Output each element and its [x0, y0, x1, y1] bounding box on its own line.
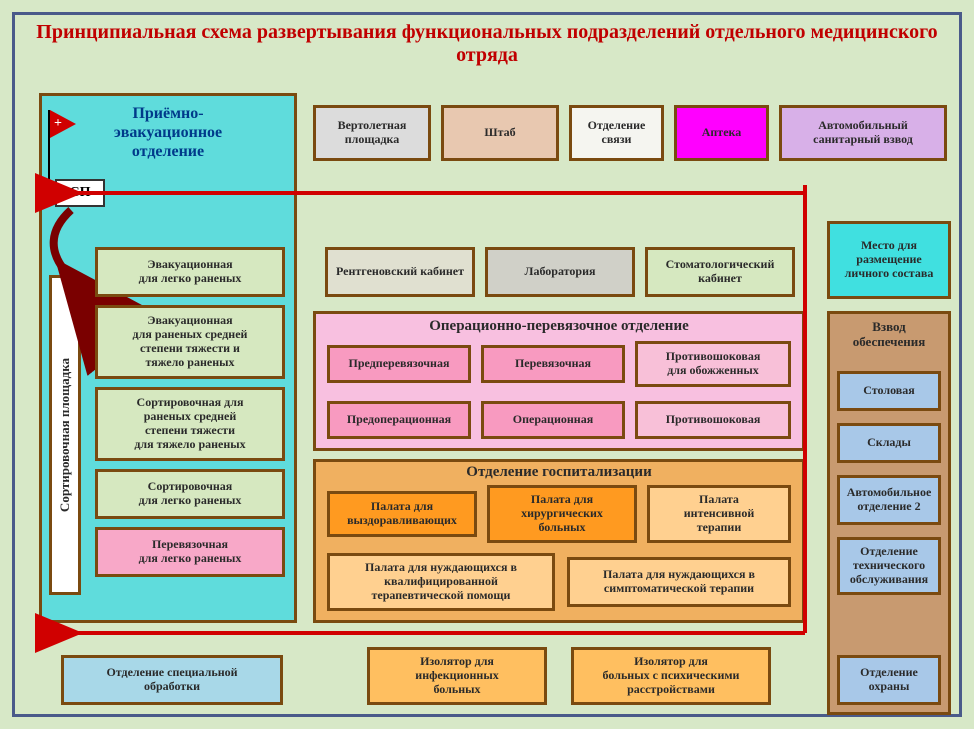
- block-oper-label: Операционная: [513, 413, 593, 427]
- block-sklady: Склады: [837, 423, 941, 463]
- block-stomat: Стоматологический кабинет: [645, 247, 795, 297]
- block-svyaz: Отделение связи: [569, 105, 664, 161]
- block-vertolet: Вертолетная площадка: [313, 105, 431, 161]
- block-avto2: Автомобильное отделение 2: [837, 475, 941, 525]
- block-stolovaya-label: Столовая: [863, 384, 915, 398]
- block-predperev-label: Предперевязочная: [349, 357, 450, 371]
- block-spec-obr-label: Отделение специальной обработки: [106, 666, 237, 694]
- block-izol-psih-label: Изолятор для больных с психическими расс…: [603, 655, 740, 696]
- block-rentgen-label: Рентгеновский кабинет: [336, 265, 464, 279]
- block-apteka: Аптека: [674, 105, 769, 161]
- block-izol-psih: Изолятор для больных с психическими расс…: [571, 647, 771, 705]
- block-perev-legko-label: Перевязочная для легко раненых: [139, 538, 242, 566]
- gospital-title: Отделение госпитализации: [320, 464, 798, 481]
- block-sanvzvod: Автомобильный санитарный взвод: [779, 105, 947, 161]
- block-rentgen: Рентгеновский кабинет: [325, 247, 475, 297]
- block-predoper: Предоперационная: [327, 401, 471, 439]
- block-priemno-title: Приёмно- эвакуационное отделение: [46, 104, 290, 162]
- block-pal-hir: Палата для хирургических больных: [487, 485, 637, 543]
- block-predperev: Предперевязочная: [327, 345, 471, 383]
- block-stolovaya: Столовая: [837, 371, 941, 411]
- mesto-label: Место для размещение личного состава: [845, 239, 934, 280]
- block-evak-legko: Эвакуационная для легко раненых: [95, 247, 285, 297]
- block-shock-label: Противошоковая: [666, 413, 761, 427]
- block-shock-burn-label: Противошоковая для обожженных: [666, 350, 761, 378]
- block-sklady-label: Склады: [867, 436, 911, 450]
- block-shtab: Штаб: [441, 105, 559, 161]
- block-sort-sred-label: Сортировочная для раненых средней степен…: [134, 396, 245, 451]
- block-pal-sympt-label: Палата для нуждающихся в симптоматическо…: [603, 568, 755, 596]
- block-tech-label: Отделение технического обслуживания: [844, 545, 934, 586]
- block-svyaz-label: Отделение связи: [576, 119, 657, 147]
- block-avto2-label: Автомобильное отделение 2: [844, 486, 934, 514]
- sort-area-label: Сортировочная площадка: [58, 358, 73, 512]
- operblock-title: Операционно-перевязочное отделение: [320, 318, 798, 335]
- vzvod-title: Взвод обеспечения: [834, 320, 944, 350]
- block-predoper-label: Предоперационная: [347, 413, 451, 427]
- diagram-canvas: Принципиальная схема развертывания функц…: [12, 12, 962, 717]
- block-evak-sred: Эвакуационная для раненых средней степен…: [95, 305, 285, 379]
- block-evak-sred-label: Эвакуационная для раненых средней степен…: [133, 314, 248, 369]
- flag-plus-icon: +: [54, 116, 62, 132]
- block-perev: Перевязочная: [481, 345, 625, 383]
- sp-box: СП: [55, 179, 105, 207]
- block-apteka-label: Аптека: [702, 126, 742, 140]
- sp-label: СП: [70, 185, 91, 201]
- block-mesto: Место для размещение личного состава: [827, 221, 951, 299]
- block-sort-area: Сортировочная площадка: [49, 275, 81, 595]
- block-izol-inf-label: Изолятор для инфекционных больных: [415, 655, 498, 696]
- block-sort-legko-label: Сортировочная для легко раненых: [139, 480, 242, 508]
- block-stomat-label: Стоматологический кабинет: [652, 258, 788, 286]
- block-sort-sred: Сортировочная для раненых средней степен…: [95, 387, 285, 461]
- block-pal-hir-label: Палата для хирургических больных: [521, 493, 603, 534]
- block-sort-legko: Сортировочная для легко раненых: [95, 469, 285, 519]
- block-ohrana-label: Отделение охраны: [844, 666, 934, 694]
- block-tech: Отделение технического обслуживания: [837, 537, 941, 595]
- block-pal-vyzdr: Палата для выздоравливающих: [327, 491, 477, 537]
- block-lab-label: Лаборатория: [525, 265, 596, 279]
- block-shock: Противошоковая: [635, 401, 791, 439]
- block-pal-terap: Палата для нуждающихся в квалифицированн…: [327, 553, 555, 611]
- diagram-title: Принципиальная схема развертывания функц…: [15, 21, 959, 67]
- block-pal-int-label: Палата интенсивной терапии: [684, 493, 755, 534]
- block-spec-obr: Отделение специальной обработки: [61, 655, 283, 705]
- block-pal-int: Палата интенсивной терапии: [647, 485, 791, 543]
- block-sanvzvod-label: Автомобильный санитарный взвод: [786, 119, 940, 147]
- block-perev-legko: Перевязочная для легко раненых: [95, 527, 285, 577]
- block-ohrana: Отделение охраны: [837, 655, 941, 705]
- block-pal-terap-label: Палата для нуждающихся в квалифицированн…: [365, 561, 517, 602]
- block-lab: Лаборатория: [485, 247, 635, 297]
- block-shtab-label: Штаб: [484, 126, 515, 140]
- block-oper: Операционная: [481, 401, 625, 439]
- block-pal-vyzdr-label: Палата для выздоравливающих: [347, 500, 457, 528]
- block-evak-legko-label: Эвакуационная для легко раненых: [139, 258, 242, 286]
- block-izol-inf: Изолятор для инфекционных больных: [367, 647, 547, 705]
- block-vertolet-label: Вертолетная площадка: [320, 119, 424, 147]
- block-perev-label: Перевязочная: [515, 357, 591, 371]
- block-shock-burn: Противошоковая для обожженных: [635, 341, 791, 387]
- block-pal-sympt: Палата для нуждающихся в симптоматическо…: [567, 557, 791, 607]
